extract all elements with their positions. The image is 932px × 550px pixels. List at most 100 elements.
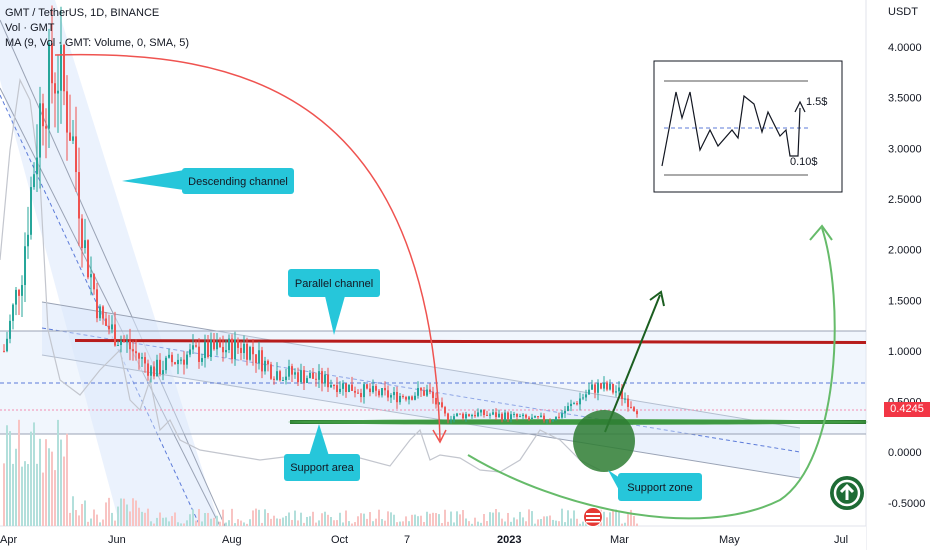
volume-bar <box>489 512 491 526</box>
candle-body <box>57 90 59 94</box>
volume-bar <box>342 522 344 526</box>
parallel-channel-upper <box>41 301 801 429</box>
candle-body <box>249 346 251 360</box>
candle-body <box>510 414 512 420</box>
candle-body <box>474 414 476 417</box>
time-axis[interactable]: Apr Jun Aug Oct 7 2023 Mar May Jul <box>0 534 848 546</box>
candle-body <box>36 157 38 175</box>
volume-bar <box>378 509 380 526</box>
candle-body <box>231 338 233 360</box>
descending-channel-fill <box>0 0 220 526</box>
volume-bar <box>498 512 500 526</box>
scroll-up-button[interactable] <box>830 476 864 510</box>
callout-support-area[interactable]: Support area <box>284 424 360 481</box>
candle-body <box>435 397 437 405</box>
volume-bar <box>384 520 386 526</box>
volume-bar <box>360 513 362 526</box>
candle-body <box>48 43 50 129</box>
support-zone-circle <box>573 410 635 472</box>
volume-bar <box>93 509 95 526</box>
callout-parallel-channel[interactable]: Parallel channel <box>288 269 380 335</box>
volume-bar <box>135 500 137 526</box>
candle-body <box>600 383 602 389</box>
legend-volume[interactable]: Vol · GMT <box>5 22 55 34</box>
candle-body <box>132 349 134 352</box>
volume-bar <box>402 521 404 526</box>
candle-body <box>219 342 221 347</box>
candle-body <box>159 359 161 374</box>
flag-icon[interactable] <box>583 507 603 527</box>
volume-bar <box>159 512 161 526</box>
candle-body <box>549 420 551 422</box>
volume-bar <box>534 523 536 526</box>
volume-bar <box>33 422 35 526</box>
volume-bar <box>198 509 200 526</box>
volume-bar <box>90 518 92 526</box>
candle-body <box>111 324 113 330</box>
volume-bar <box>144 512 146 526</box>
volume-bar <box>39 438 41 526</box>
candle-body <box>525 414 527 418</box>
volume-bar <box>72 496 74 526</box>
candle-body <box>210 339 212 358</box>
candle-body <box>228 338 230 351</box>
candle-body <box>240 347 242 354</box>
volume-bar <box>63 456 65 526</box>
candle-body <box>165 357 167 371</box>
currency-label: USDT <box>888 6 918 18</box>
candle-body <box>633 407 635 412</box>
volume-bar <box>273 515 275 526</box>
candle-body <box>570 403 572 407</box>
candle-body <box>177 359 179 365</box>
candle-body <box>180 359 182 361</box>
y-tick-label: 1.0000 <box>888 346 922 358</box>
candle-body <box>18 289 20 296</box>
candle-body <box>423 390 425 396</box>
candle-body <box>279 371 281 381</box>
volume-bar <box>630 509 632 526</box>
volume-bar <box>363 513 365 526</box>
volume-bar <box>567 510 569 526</box>
candle-body <box>483 409 485 416</box>
candle-body <box>93 274 95 290</box>
candle-body <box>519 416 521 418</box>
candle-body <box>3 350 5 352</box>
volume-bar <box>603 511 605 526</box>
x-tick-label: 2023 <box>497 534 521 546</box>
volume-bar <box>375 518 377 526</box>
candle-body <box>171 354 173 363</box>
candle-body <box>153 366 155 377</box>
candle-body <box>576 403 578 405</box>
candle-body <box>174 362 176 365</box>
candle-body <box>291 366 293 375</box>
candle-body <box>120 340 122 346</box>
volume-bar <box>420 515 422 526</box>
candle-body <box>90 274 92 278</box>
legend-symbol[interactable]: GMT / TetherUS, 1D, BINANCE <box>5 7 160 19</box>
volume-bar <box>276 518 278 526</box>
volume-bar <box>408 521 410 526</box>
inset-line <box>661 91 801 167</box>
volume-bar <box>120 498 122 526</box>
volume-bar <box>285 515 287 526</box>
volume-bar <box>204 513 206 526</box>
legend-ma[interactable]: MA (9, Vol · GMT: Volume, 0, SMA, 5) <box>5 37 190 49</box>
volume-bar <box>132 498 134 526</box>
callout-descending-channel[interactable]: Descending channel <box>122 168 294 194</box>
volume-bar <box>36 463 38 526</box>
candle-body <box>339 388 341 393</box>
callout-support-zone[interactable]: Support zone <box>608 470 702 501</box>
volume-bar <box>516 519 518 526</box>
candle-body <box>30 187 32 235</box>
volume-bar <box>336 520 338 526</box>
candle-body <box>585 394 587 398</box>
candle-body <box>540 415 542 418</box>
volume-bar <box>414 514 416 526</box>
volume-bar <box>147 508 149 526</box>
candle-body <box>348 384 350 393</box>
candle-body <box>627 398 629 407</box>
candle-body <box>516 413 518 417</box>
candle-body <box>405 397 407 400</box>
candle-body <box>156 359 158 377</box>
